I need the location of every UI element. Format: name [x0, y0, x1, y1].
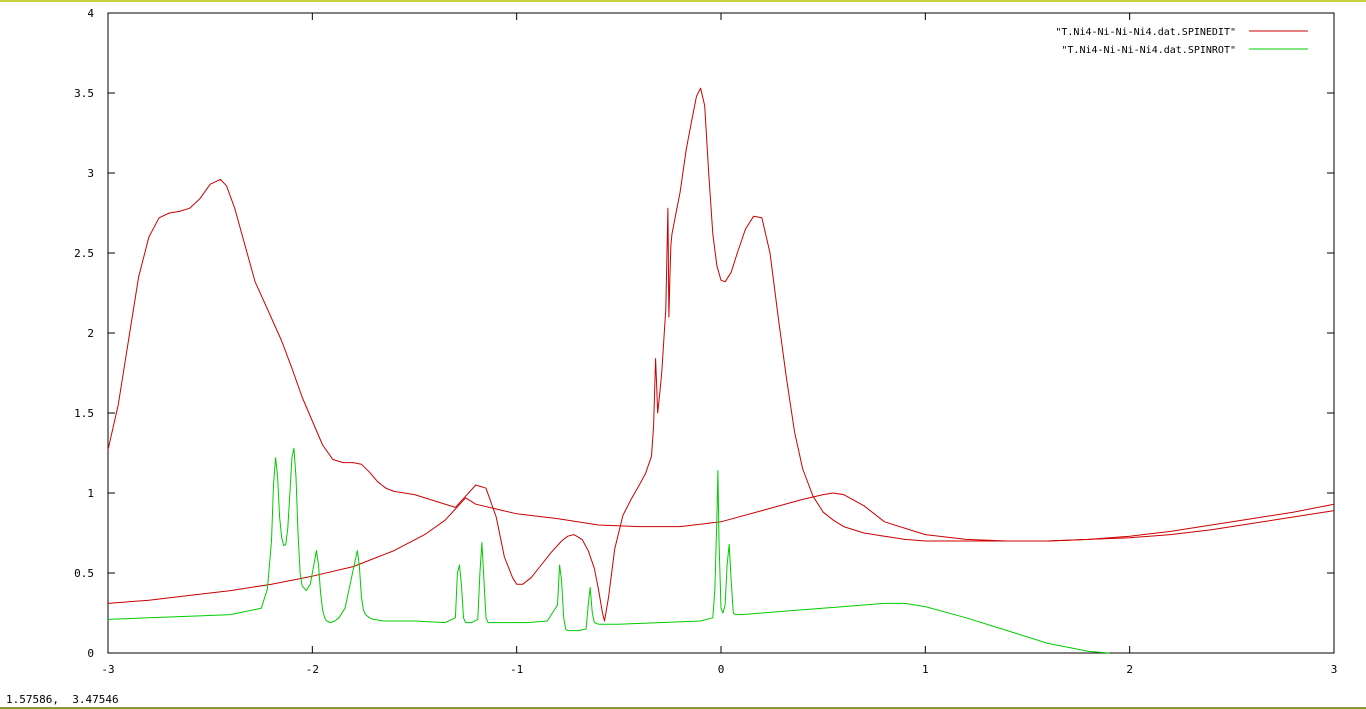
y-tick-label: 0.5	[74, 567, 94, 580]
x-tick-label: -3	[101, 663, 114, 676]
x-tick-label: -1	[510, 663, 523, 676]
status-bar: 1.57586, 3.47546	[0, 692, 1366, 709]
series-layer	[107, 87, 1335, 654]
top-border	[0, 0, 1366, 2]
cursor-coordinates: 1.57586, 3.47546	[6, 693, 119, 706]
legend: "T.Ni4-Ni-Ni-Ni4.dat.SPINEDIT" "T.Ni4-Ni-…	[1055, 27, 1308, 56]
axis-ticks: -3 -2 -1 0 1 2 3 0 0.5 1 1.5 2 2.5 3 3.5 4	[74, 7, 1337, 676]
x-tick-label: 2	[1126, 663, 1133, 676]
y-tick-label: 2	[87, 327, 94, 340]
legend-label: "T.Ni4-Ni-Ni-Ni4.dat.SPINROT"	[1061, 45, 1236, 56]
plot-frame	[107, 12, 1335, 654]
series-line-2	[107, 447, 1110, 654]
y-tick-label: 3	[87, 167, 94, 180]
y-tick-label: 3.5	[74, 87, 94, 100]
series-line-1	[107, 492, 1335, 604]
plot-area[interactable]: -3 -2 -1 0 1 2 3 0 0.5 1 1.5 2 2.5 3 3.5 4 "T.Ni4-Ni-Ni…	[0, 0, 1366, 692]
series-line-0	[107, 87, 1335, 622]
status-bar-rule	[0, 707, 1366, 709]
y-tick-label: 1.5	[74, 407, 94, 420]
x-tick-label: 3	[1331, 663, 1338, 676]
y-tick-label: 1	[87, 487, 94, 500]
y-tick-label: 2.5	[74, 247, 94, 260]
y-tick-label: 0	[87, 647, 94, 660]
x-tick-label: -2	[306, 663, 319, 676]
legend-label: "T.Ni4-Ni-Ni-Ni4.dat.SPINEDIT"	[1055, 27, 1236, 38]
x-tick-label: 0	[718, 663, 725, 676]
x-tick-label: 1	[922, 663, 929, 676]
y-tick-label: 4	[87, 7, 94, 20]
